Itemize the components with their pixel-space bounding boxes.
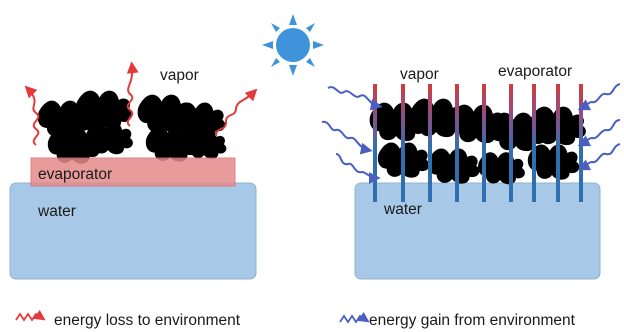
evaporator-rod [428, 84, 432, 202]
wavy-arrow-red-icon [16, 314, 42, 320]
wavy-arrow-blue-icon [582, 144, 620, 168]
right-evaporator-label: evaporator [498, 63, 572, 80]
evaporator-rod [401, 84, 405, 202]
evaporator-rod [482, 84, 486, 202]
left-panel: vapor evaporator water [10, 66, 256, 279]
left-water-block [10, 183, 256, 279]
evaporator-rod [532, 84, 536, 202]
legend: energy loss to environment energy gain f… [16, 312, 576, 329]
sun-icon [262, 14, 324, 76]
wavy-arrow-blue-icon [322, 122, 368, 150]
evaporator-rod [455, 84, 459, 202]
wavy-arrow-blue-icon [336, 154, 376, 178]
right-water-label: water [383, 201, 422, 218]
left-evaporator-label: evaporator [38, 166, 112, 183]
left-vapor-cloud-1 [38, 91, 133, 164]
legend-gain-label: energy gain from environment [369, 312, 576, 329]
wavy-arrow-blue-icon [340, 316, 366, 322]
right-panel: vapor evaporator water [322, 63, 620, 279]
wavy-arrow-red-icon [28, 89, 38, 145]
wavy-arrow-blue-icon [328, 87, 378, 106]
left-vapor-cloud-2 [138, 95, 227, 162]
right-vapor-label: vapor [400, 66, 439, 83]
evaporator-rod [556, 84, 560, 202]
wavy-arrow-blue-icon [582, 84, 620, 108]
legend-loss-label: energy loss to environment [54, 312, 241, 329]
evaporator-rod [509, 84, 513, 202]
wavy-arrow-blue-icon [582, 120, 620, 144]
evaporator-rod [373, 84, 377, 202]
right-water-block [355, 183, 600, 279]
left-vapor-label: vapor [160, 67, 199, 84]
left-water-label: water [37, 203, 76, 220]
legend-loss: energy loss to environment [16, 312, 241, 329]
legend-gain: energy gain from environment [340, 312, 576, 329]
